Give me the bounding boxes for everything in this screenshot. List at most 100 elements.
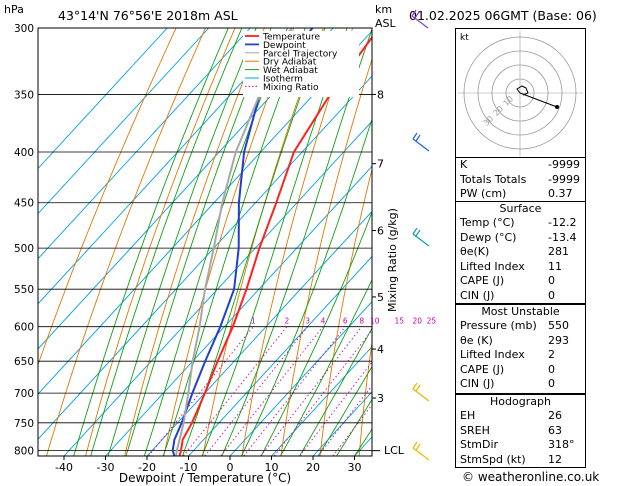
wind-barb-flag	[415, 384, 421, 392]
km-tick-label: 3	[377, 392, 384, 405]
isotherm-line	[271, 346, 372, 456]
most-unstable-row: Lifted Index 2	[456, 348, 585, 363]
indices-box: K -9999 Totals Totals -9999 PW (cm) 0.37	[455, 157, 586, 203]
pressure-tick-label: 700	[14, 388, 34, 400]
index-row: Totals Totals -9999	[456, 173, 585, 188]
x-tick-label: 20	[306, 461, 320, 474]
dry-adiabat-line	[85, 28, 236, 456]
asl-label: ASL	[375, 17, 396, 30]
pressure-tick-label: 450	[14, 198, 34, 210]
hodograph-trace	[516, 85, 529, 96]
most-unstable-key: Lifted Index	[460, 348, 525, 361]
mixing-ratio-line	[299, 361, 372, 456]
wet-adiabat-line	[221, 28, 372, 456]
temperature-line	[178, 35, 372, 456]
x-axis-title: Dewpoint / Temperature (°C)	[119, 471, 291, 485]
wet-adiabat-line	[162, 28, 306, 456]
hodograph-stat-row: StmSpd (kt) 12	[456, 453, 585, 468]
wet-adiabat-line	[182, 28, 326, 456]
hodograph-stat-row: EH 26	[456, 409, 585, 424]
x-tick-label: -30	[97, 461, 115, 474]
mixing-ratio-label: 25	[427, 317, 437, 326]
wet-adiabat-line	[201, 28, 348, 456]
surface-row: θe(K) 281	[456, 245, 585, 260]
index-key: PW (cm)	[460, 187, 507, 200]
mixing-ratio-label: 3	[305, 317, 310, 326]
x-tick-label: -10	[180, 461, 198, 474]
wet-adiabat-line	[125, 28, 272, 456]
most-unstable-value: 0	[548, 377, 555, 390]
wind-barb-flag	[415, 443, 421, 451]
x-tick-label: -40	[55, 461, 73, 474]
hodograph-stat-key: SREH	[460, 423, 490, 437]
dry-adiabat-line	[124, 28, 265, 456]
dry-adiabat-line	[358, 339, 372, 456]
legend-item-label: Temperature	[262, 33, 320, 43]
isotherm-line	[229, 300, 372, 456]
surface-title: Surface	[499, 202, 542, 215]
wind-barb-flag	[414, 11, 420, 19]
index-value: -9999	[548, 158, 580, 171]
wet-adiabat-line	[279, 278, 372, 456]
surface-key: CAPE (J)	[460, 274, 505, 287]
most-unstable-value: 0	[548, 362, 555, 376]
most-unstable-row: CAPE (J) 0	[456, 363, 585, 378]
dry-adiabat-line	[202, 28, 324, 456]
wet-adiabat-line	[143, 28, 288, 456]
footer-credit[interactable]: © weatheronline.co.uk	[462, 470, 600, 484]
mixing-ratio-label: 8	[359, 317, 364, 326]
dry-adiabat-line	[319, 167, 372, 456]
wind-barb-flag	[411, 9, 417, 17]
surface-box: Surface Temp (°C) -12.2 Dewp (°C) -13.4 θe(K…	[455, 201, 586, 304]
mixing-ratio-label: 6	[343, 317, 348, 326]
surface-value: -13.4	[548, 230, 577, 244]
wet-adiabat-line	[107, 28, 257, 456]
dry-adiabat-line	[241, 28, 354, 456]
most-unstable-box: Most Unstable Pressure (mb) 550 θe (K) 293 L…	[455, 304, 586, 394]
wind-barb-flag	[415, 229, 421, 237]
dry-adiabat-line	[38, 28, 177, 366]
legend-item-label: Dewpoint	[263, 41, 306, 51]
km-tick-label: 4	[377, 343, 384, 356]
pressure-tick-label: 300	[14, 23, 34, 35]
dewpoint-line	[171, 28, 314, 456]
wind-barb-flag	[412, 132, 418, 140]
wet-adiabat-line	[299, 327, 372, 456]
hodograph-stat-value: 26	[548, 409, 562, 422]
km-tick-label: 6	[377, 225, 384, 238]
isotherm-line	[38, 30, 372, 395]
mixing-ratio-line	[260, 326, 363, 456]
isotherm-line	[38, 28, 334, 350]
surface-value: -12.2	[548, 216, 577, 229]
mixing-ratio-label: 15	[395, 317, 405, 326]
plot-frame	[37, 27, 373, 457]
surface-row: Lifted Index 11	[456, 260, 585, 275]
most-unstable-key: CAPE (J)	[460, 362, 505, 376]
isotherm-line	[38, 28, 210, 215]
wind-barb-flag	[412, 441, 418, 449]
legend-item-label: Wet Adiabat	[263, 66, 318, 76]
surface-value: 11	[548, 259, 562, 273]
km-tick-label: 8	[377, 88, 384, 101]
surface-value: 281	[548, 245, 569, 258]
isotherm-line	[38, 28, 293, 305]
isotherm-line	[38, 28, 168, 170]
legend-item-label: Dry Adiabat	[263, 58, 317, 68]
most-unstable-row: CIN (J) 0	[456, 377, 585, 392]
most-unstable-title: Most Unstable	[481, 305, 560, 318]
most-unstable-key: Pressure (mb)	[460, 319, 537, 332]
legend-item-label: Isotherm	[263, 75, 303, 85]
wet-adiabat-line	[260, 210, 372, 456]
dry-adiabat-line	[280, 57, 372, 456]
pressure-tick-label: 600	[14, 322, 34, 334]
most-unstable-value: 293	[548, 333, 569, 347]
mixing-ratio-line	[243, 326, 346, 456]
hodograph-stat-key: EH	[460, 409, 476, 422]
wind-barb	[412, 447, 430, 461]
hodograph-stats-title: Hodograph	[490, 395, 551, 408]
wind-barb	[412, 233, 430, 247]
legend: Temperature Dewpoint Parcel Trajectory Dry …	[243, 31, 359, 97]
surface-value: 0	[548, 274, 555, 287]
mixing-ratio-label: 10	[370, 317, 380, 326]
